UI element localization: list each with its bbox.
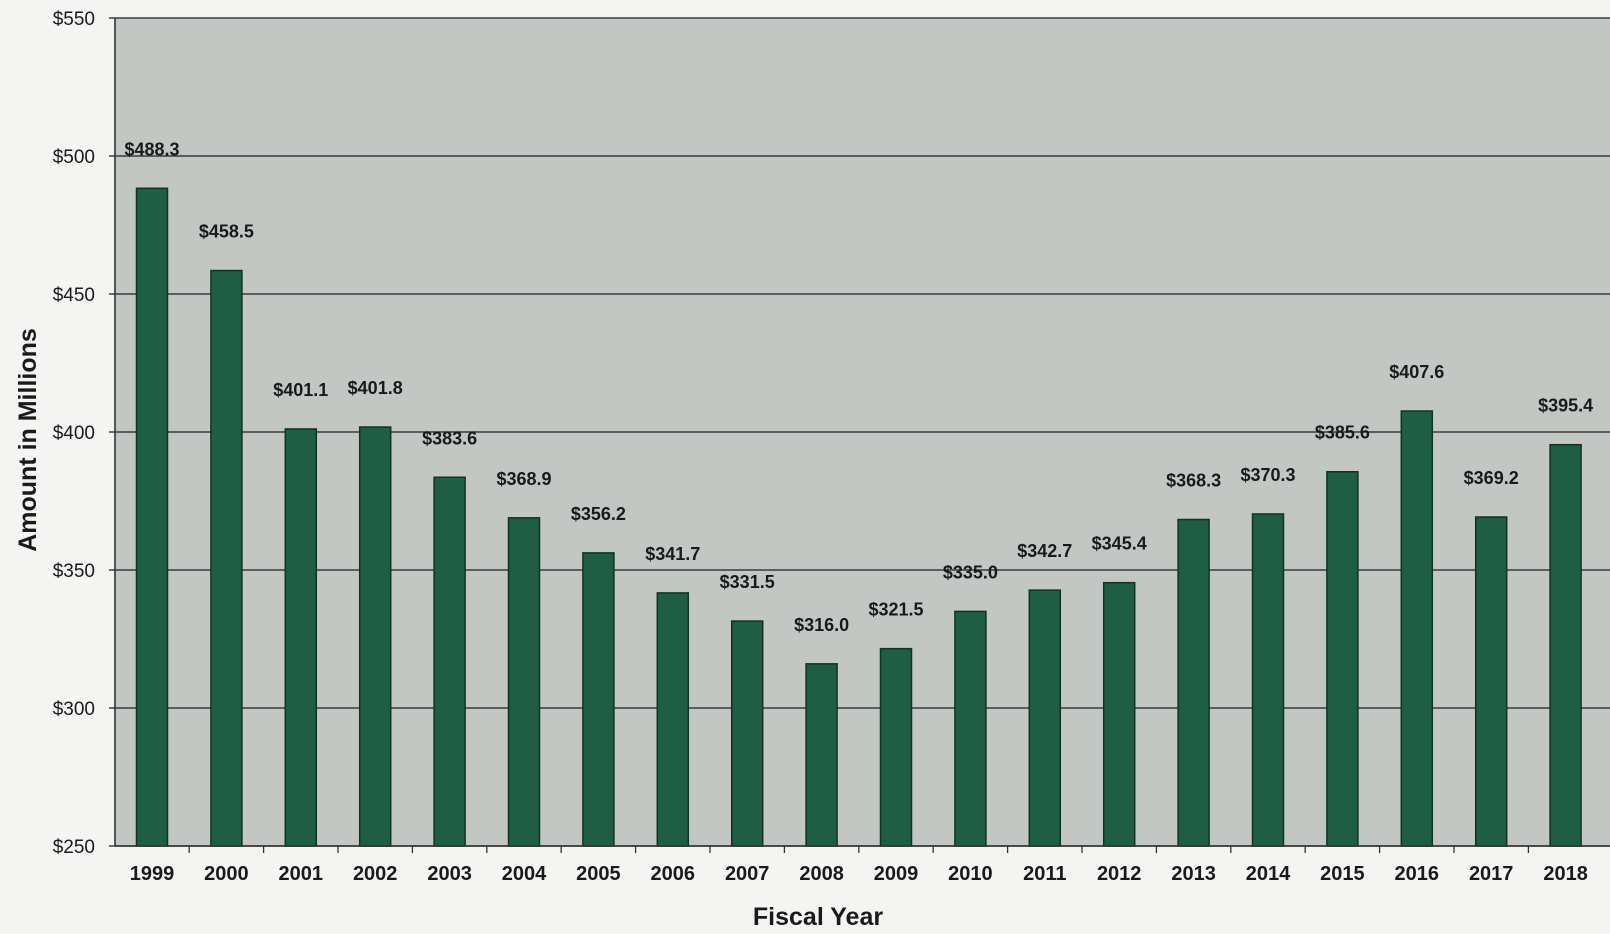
- bar-2006: [656, 592, 690, 847]
- x-tick-label-2016: 2016: [1395, 863, 1440, 885]
- x-tick-label-2005: 2005: [576, 863, 621, 885]
- bar-2004: [507, 517, 541, 847]
- data-label-2005: $356.2: [571, 504, 626, 524]
- y-axis: $250 $300 $350 $400 $450 $500 $550: [53, 9, 116, 858]
- bar-2016: [1400, 410, 1434, 847]
- x-axis: 1999 2000 2001 2002 2003 2004 2005 2006 2007 2008…: [115, 845, 1610, 885]
- data-label-2006: $341.7: [645, 544, 700, 564]
- bar-2005: [582, 552, 615, 847]
- y-tick-label: $500: [53, 147, 95, 168]
- bar-2010: [954, 610, 987, 847]
- y-tick-label: $300: [53, 699, 95, 720]
- x-tick-label-2004: 2004: [502, 863, 547, 885]
- x-tick-label-2013: 2013: [1171, 863, 1216, 885]
- data-label-2016: $407.6: [1389, 362, 1444, 382]
- x-tick-label-2000: 2000: [204, 863, 249, 885]
- x-tick-label-2017: 2017: [1469, 863, 1514, 885]
- y-tick-label: $400: [53, 423, 95, 444]
- x-tick-label-1999: 1999: [130, 863, 175, 885]
- y-tick-label: $350: [53, 561, 95, 582]
- bar-2008: [805, 663, 838, 847]
- data-label-2002: $401.8: [348, 378, 403, 398]
- bar-2017: [1474, 516, 1508, 847]
- data-label-2003: $383.6: [422, 428, 477, 448]
- x-tick-label-2002: 2002: [353, 863, 398, 885]
- data-label-2008: $316.0: [794, 615, 849, 635]
- y-tick-label: $250: [53, 837, 95, 858]
- y-tick-label: $550: [53, 9, 95, 30]
- bar-2002: [358, 426, 392, 847]
- data-label-2017: $369.2: [1464, 468, 1519, 488]
- bar-2015: [1326, 470, 1359, 847]
- bar-2009: [879, 647, 913, 847]
- data-label-2007: $331.5: [720, 572, 775, 592]
- bars: $488.3 $458.5 $401.1 $401.8 $383.6 $368.9 $356…: [124, 139, 1593, 847]
- data-label-2001: $401.1: [273, 380, 328, 400]
- x-tick-label-2012: 2012: [1097, 863, 1142, 885]
- x-tick-label-2018: 2018: [1543, 863, 1588, 885]
- bar-2013: [1177, 518, 1210, 847]
- bar-2007: [730, 620, 764, 847]
- bar-2001: [284, 428, 318, 847]
- bar-2011: [1028, 589, 1062, 847]
- data-label-2018: $395.4: [1538, 396, 1593, 416]
- bar-2012: [1102, 581, 1136, 847]
- x-tick-label-2006: 2006: [651, 863, 696, 885]
- data-label-2013: $368.3: [1166, 470, 1221, 490]
- y-tick-label: $450: [53, 285, 95, 306]
- data-label-2011: $342.7: [1017, 541, 1072, 561]
- data-label-2010: $335.0: [943, 562, 998, 582]
- bar-1999: [135, 187, 169, 847]
- x-tick-label-2008: 2008: [799, 863, 844, 885]
- data-label-2000: $458.5: [199, 222, 254, 242]
- data-label-2004: $368.9: [496, 469, 551, 489]
- data-label-1999: $488.3: [124, 139, 179, 159]
- bar-2003: [433, 476, 466, 847]
- x-tick-label-2001: 2001: [279, 863, 324, 885]
- x-tick-label-2010: 2010: [948, 863, 993, 885]
- x-tick-label-2007: 2007: [725, 863, 770, 885]
- x-tick-label-2015: 2015: [1320, 863, 1365, 885]
- x-tick-label-2003: 2003: [427, 863, 472, 885]
- bar-2000: [210, 269, 243, 847]
- data-label-2012: $345.4: [1092, 534, 1147, 554]
- data-label-2014: $370.3: [1240, 465, 1295, 485]
- y-axis-title: Amount in Millions: [14, 328, 42, 552]
- bar-2018: [1549, 443, 1582, 847]
- x-tick-label-2011: 2011: [1023, 863, 1066, 885]
- data-label-2009: $321.5: [868, 600, 923, 620]
- bar-2014: [1251, 513, 1285, 847]
- x-tick-label-2009: 2009: [874, 863, 919, 885]
- x-tick-label-2014: 2014: [1246, 863, 1291, 885]
- data-label-2015: $385.6: [1315, 423, 1370, 443]
- x-axis-title: Fiscal Year: [753, 903, 883, 931]
